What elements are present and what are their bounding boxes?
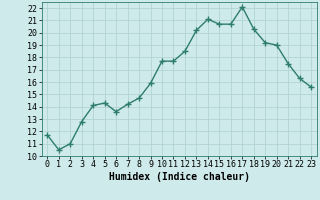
X-axis label: Humidex (Indice chaleur): Humidex (Indice chaleur)	[109, 172, 250, 182]
